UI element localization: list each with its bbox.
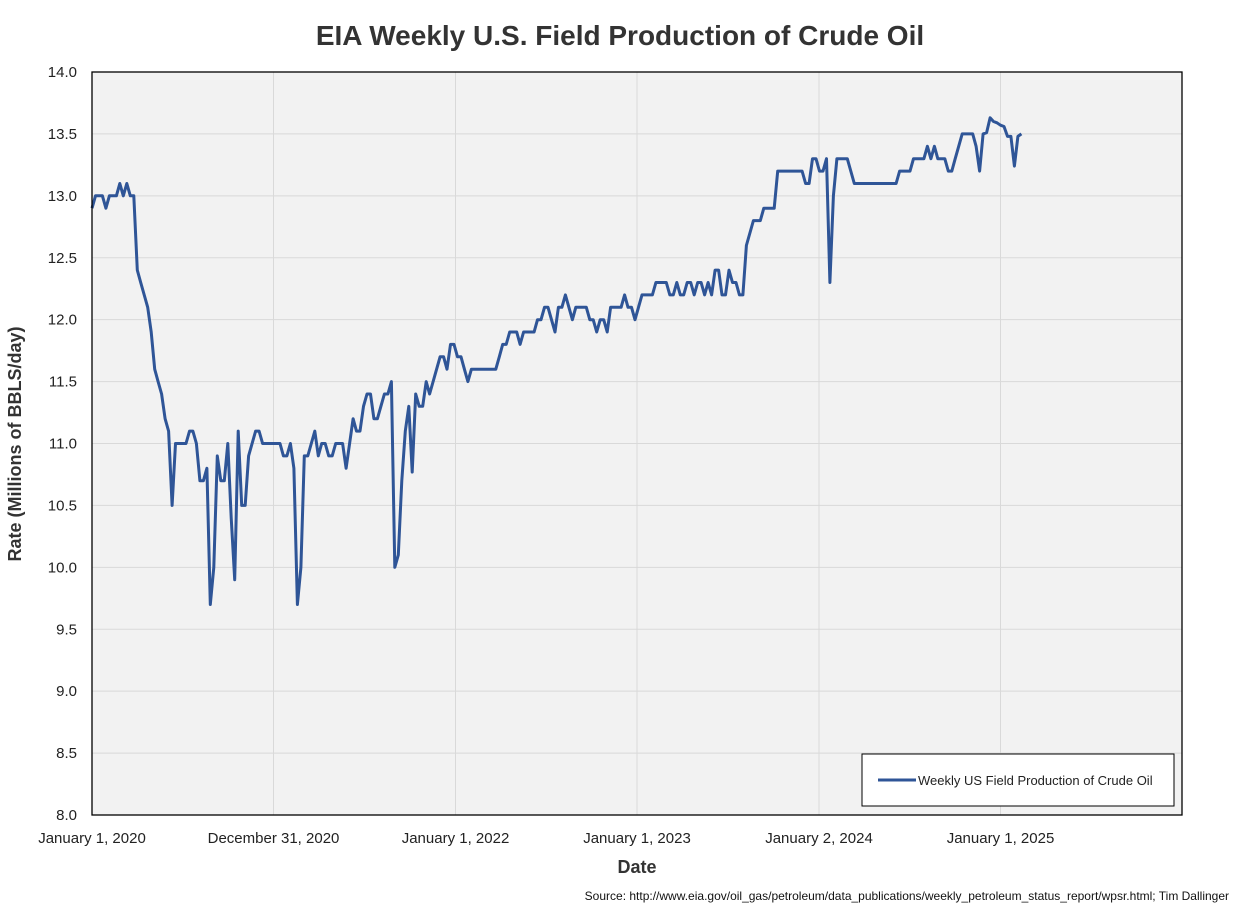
y-tick-label: 8.0 [56, 807, 77, 824]
series-line [90, 116, 1023, 606]
y-tick-label: 14.0 [48, 64, 77, 81]
y-tick-label: 13.5 [48, 126, 77, 143]
x-axis-label: Date [617, 857, 656, 877]
x-tick-label: January 1, 2022 [402, 830, 510, 847]
source-note: Source: http://www.eia.gov/oil_gas/petro… [585, 889, 1229, 903]
x-tick-label: January 1, 2025 [947, 830, 1055, 847]
x-tick-label: January 2, 2024 [765, 830, 873, 847]
y-tick-label: 11.5 [49, 374, 77, 391]
y-tick-label: 12.5 [48, 250, 77, 267]
y-axis-label: Rate (Millions of BBLS/day) [5, 326, 25, 561]
y-tick-label: 13.0 [48, 188, 77, 205]
legend: Weekly US Field Production of Crude Oil [861, 753, 1175, 807]
x-axis-ticks: January 1, 2020 December 31, 2020 January … [38, 830, 1054, 847]
legend-label: Weekly US Field Production of Crude Oil [918, 773, 1153, 788]
y-tick-label: 8.5 [56, 745, 77, 762]
x-tick-label: December 31, 2020 [208, 830, 340, 847]
y-tick-label: 9.0 [56, 683, 77, 700]
y-tick-label: 10.0 [48, 559, 77, 576]
y-tick-label: 12.0 [48, 312, 77, 329]
chart-title: EIA Weekly U.S. Field Production of Crud… [316, 20, 924, 51]
y-tick-label: 9.5 [56, 621, 77, 638]
y-tick-label: 10.5 [48, 497, 77, 514]
y-tick-label: 11.0 [49, 436, 77, 453]
x-tick-label: January 1, 2023 [583, 830, 691, 847]
x-tick-label: January 1, 2020 [38, 830, 146, 847]
y-axis-ticks: 8.0 8.5 9.0 9.5 10.0 10.5 11.0 11.5 12.0 12.5 13.0… [48, 64, 77, 824]
plot-border [91, 71, 1183, 816]
